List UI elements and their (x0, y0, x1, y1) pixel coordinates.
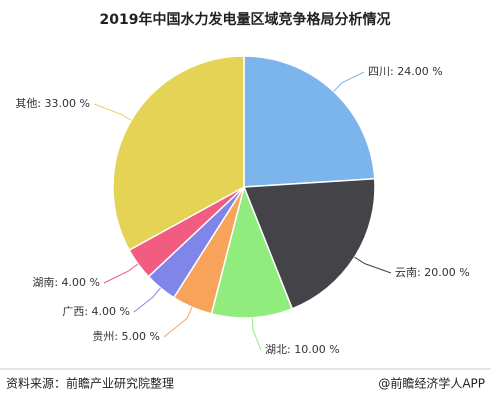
slice-label: 广西: 4.00 % (62, 305, 130, 318)
leader-line (354, 256, 392, 274)
slice-value: 24.00 % (397, 65, 442, 78)
leader-line (251, 317, 262, 351)
slice-label: 四川: 24.00 % (368, 65, 443, 78)
slice-value: 20.00 % (424, 266, 469, 279)
leader-line (163, 307, 193, 338)
slice-label: 湖北: 10.00 % (265, 343, 340, 356)
slice-value: 4.00 % (92, 305, 130, 318)
slice-value: 10.00 % (294, 343, 339, 356)
slice-category: 四川: (368, 65, 394, 78)
slice-category: 云南: (395, 266, 421, 279)
pie-slice (210, 184, 294, 319)
slice-value: 33.00 % (45, 97, 90, 110)
leader-line (103, 263, 139, 284)
source: 资料来源：前瞻产业研究院整理 (6, 376, 174, 391)
pie-slice (243, 55, 376, 188)
slice-category: 贵州: (92, 330, 118, 343)
slice-label: 湖南: 4.00 % (32, 276, 100, 289)
slice-value: 4.00 % (62, 276, 100, 289)
chart-title: 2019年中国水力发电量区域竞争格局分析情况 (100, 11, 391, 28)
slice-category: 广西: (62, 305, 88, 318)
slice-category: 湖北: (265, 343, 291, 356)
slice-label: 贵州: 5.00 % (92, 330, 160, 343)
leader-line (333, 71, 365, 92)
slice-label: 其他: 33.00 % (15, 97, 90, 110)
slice-label: 云南: 20.00 % (395, 266, 470, 279)
slice-category: 其他: (15, 97, 41, 110)
leader-line (93, 103, 132, 121)
pie-slice (112, 55, 245, 252)
brand: @前瞻经济学人APP (378, 376, 485, 391)
slice-value: 5.00 % (122, 330, 160, 343)
slice-category: 湖南: (32, 276, 58, 289)
leader-line (133, 287, 161, 313)
